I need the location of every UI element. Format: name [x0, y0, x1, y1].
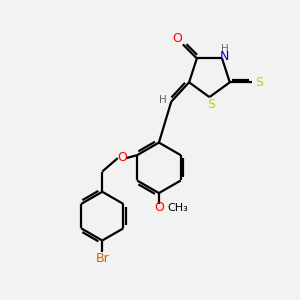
Text: N: N — [220, 50, 229, 62]
Text: CH₃: CH₃ — [167, 203, 188, 213]
Text: O: O — [117, 151, 127, 164]
Text: H: H — [159, 95, 167, 105]
Text: O: O — [172, 32, 182, 45]
Text: H: H — [220, 44, 228, 54]
Text: S: S — [255, 76, 262, 89]
Text: Br: Br — [95, 252, 109, 266]
Text: S: S — [207, 98, 215, 111]
Text: O: O — [154, 202, 164, 214]
